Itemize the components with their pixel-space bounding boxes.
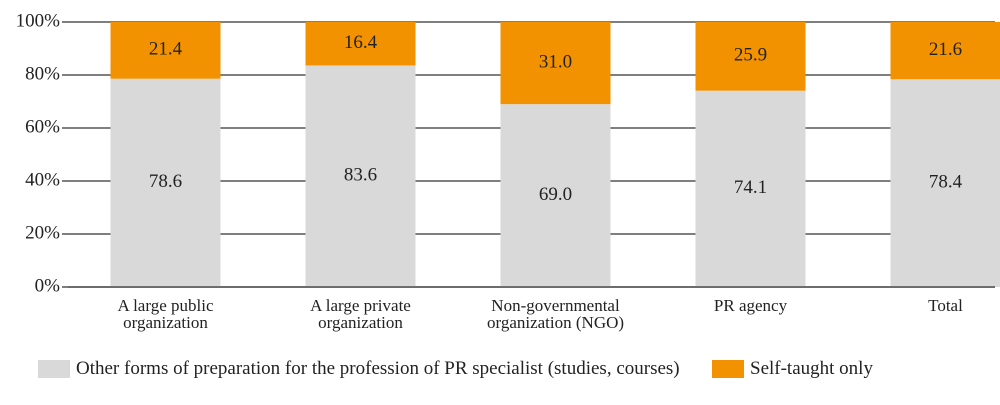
x-tick-label: PR agency <box>713 296 788 315</box>
y-tick-label: 20% <box>25 222 60 243</box>
x-tick-label: A large public organization <box>117 296 214 332</box>
y-tick-label: 40% <box>25 169 60 190</box>
x-tick-label: Total <box>928 296 963 315</box>
value-label: 83.6 <box>344 165 377 186</box>
legend-label: Self-taught only <box>750 358 873 379</box>
bar-segment <box>305 22 416 66</box>
value-label: 31.0 <box>539 51 572 72</box>
bar-segment <box>500 104 611 288</box>
value-label: 78.4 <box>929 171 963 192</box>
bar-segment <box>890 79 1000 288</box>
bar-segment <box>110 22 221 79</box>
value-label: 78.6 <box>149 171 182 192</box>
y-tick-label: 60% <box>25 116 60 137</box>
y-tick-label: 80% <box>25 63 60 84</box>
legend-label: Other forms of preparation for the profe… <box>76 358 680 379</box>
bar-segment <box>110 78 221 288</box>
bar-segment <box>305 65 416 288</box>
value-label: 21.6 <box>929 39 962 60</box>
x-tick-label: Non-governmental organization (NGO) <box>486 296 625 332</box>
bar-segment <box>695 22 806 91</box>
bar-segment <box>695 90 806 287</box>
value-label: 16.4 <box>344 32 378 53</box>
value-label: 69.0 <box>539 184 572 205</box>
bar-segment <box>500 22 611 105</box>
value-label: 25.9 <box>734 45 767 66</box>
legend-swatch <box>38 360 70 378</box>
y-tick-label: 100% <box>16 10 61 31</box>
y-tick-label: 0% <box>35 275 61 296</box>
legend-swatch <box>712 360 744 378</box>
bar-segment <box>890 22 1000 80</box>
x-tick-label: A large private organization <box>310 296 411 332</box>
value-label: 74.1 <box>734 177 767 198</box>
value-label: 21.4 <box>149 39 183 60</box>
